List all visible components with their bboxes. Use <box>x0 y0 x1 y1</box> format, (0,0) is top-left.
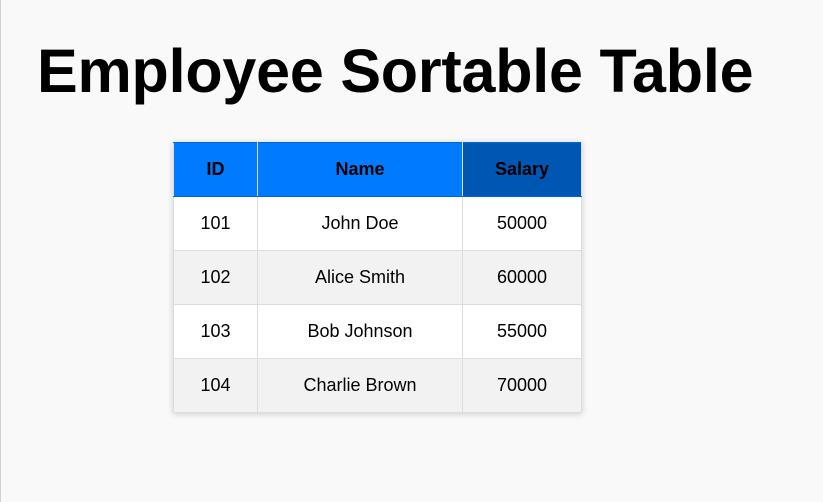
cell-salary: 50000 <box>462 196 582 251</box>
cell-salary: 60000 <box>462 250 582 305</box>
column-header-id[interactable]: ID <box>173 142 258 197</box>
header-row: ID Name Salary <box>173 142 582 197</box>
table-row: 102 Alice Smith 60000 <box>173 250 582 305</box>
table-row: 104 Charlie Brown 70000 <box>173 358 582 413</box>
table-body: 101 John Doe 50000 102 Alice Smith 60000… <box>173 196 582 413</box>
table-row: 101 John Doe 50000 <box>173 196 582 251</box>
page-title: Employee Sortable Table <box>37 37 754 105</box>
cell-name: Alice Smith <box>257 250 463 305</box>
table-header: ID Name Salary <box>173 142 582 197</box>
cell-name: Bob Johnson <box>257 304 463 359</box>
cell-id: 103 <box>173 304 258 359</box>
cell-salary: 55000 <box>462 304 582 359</box>
employee-table-container: ID Name Salary 101 John Doe 50000 102 Al… <box>173 142 582 413</box>
cell-id: 102 <box>173 250 258 305</box>
column-header-name[interactable]: Name <box>257 142 463 197</box>
employee-table: ID Name Salary 101 John Doe 50000 102 Al… <box>173 142 582 413</box>
cell-id: 101 <box>173 196 258 251</box>
table-row: 103 Bob Johnson 55000 <box>173 304 582 359</box>
cell-name: Charlie Brown <box>257 358 463 413</box>
cell-salary: 70000 <box>462 358 582 413</box>
cell-id: 104 <box>173 358 258 413</box>
column-header-salary[interactable]: Salary <box>462 142 582 197</box>
cell-name: John Doe <box>257 196 463 251</box>
